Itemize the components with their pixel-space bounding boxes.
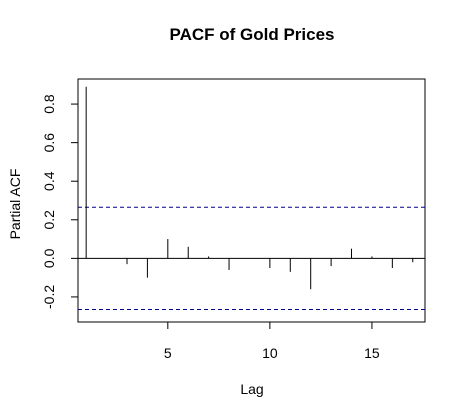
y-tick-label-3: 0.4 [41,171,57,191]
y-tick-label-1: 0.0 [41,248,57,268]
y-tick-label-5: 0.8 [41,94,57,114]
y-tick-label-4: 0.6 [41,133,57,153]
y-tick-label-2: 0.2 [41,210,57,230]
x-tick-label-10: 10 [262,345,278,361]
y-tick-label-0: -0.2 [41,285,57,309]
x-tick-label-15: 15 [364,345,380,361]
plot-area-border [77,78,426,323]
x-axis-label: Lag [240,381,263,397]
chart-title: PACF of Gold Prices [170,25,335,44]
chart-marks [78,86,425,310]
x-tick-label-5: 5 [164,345,172,361]
axes: 5 10 15 -0.2 0.0 0.2 0.4 0.6 0.8 [41,94,380,361]
y-axis-label: Partial ACF [7,169,23,240]
